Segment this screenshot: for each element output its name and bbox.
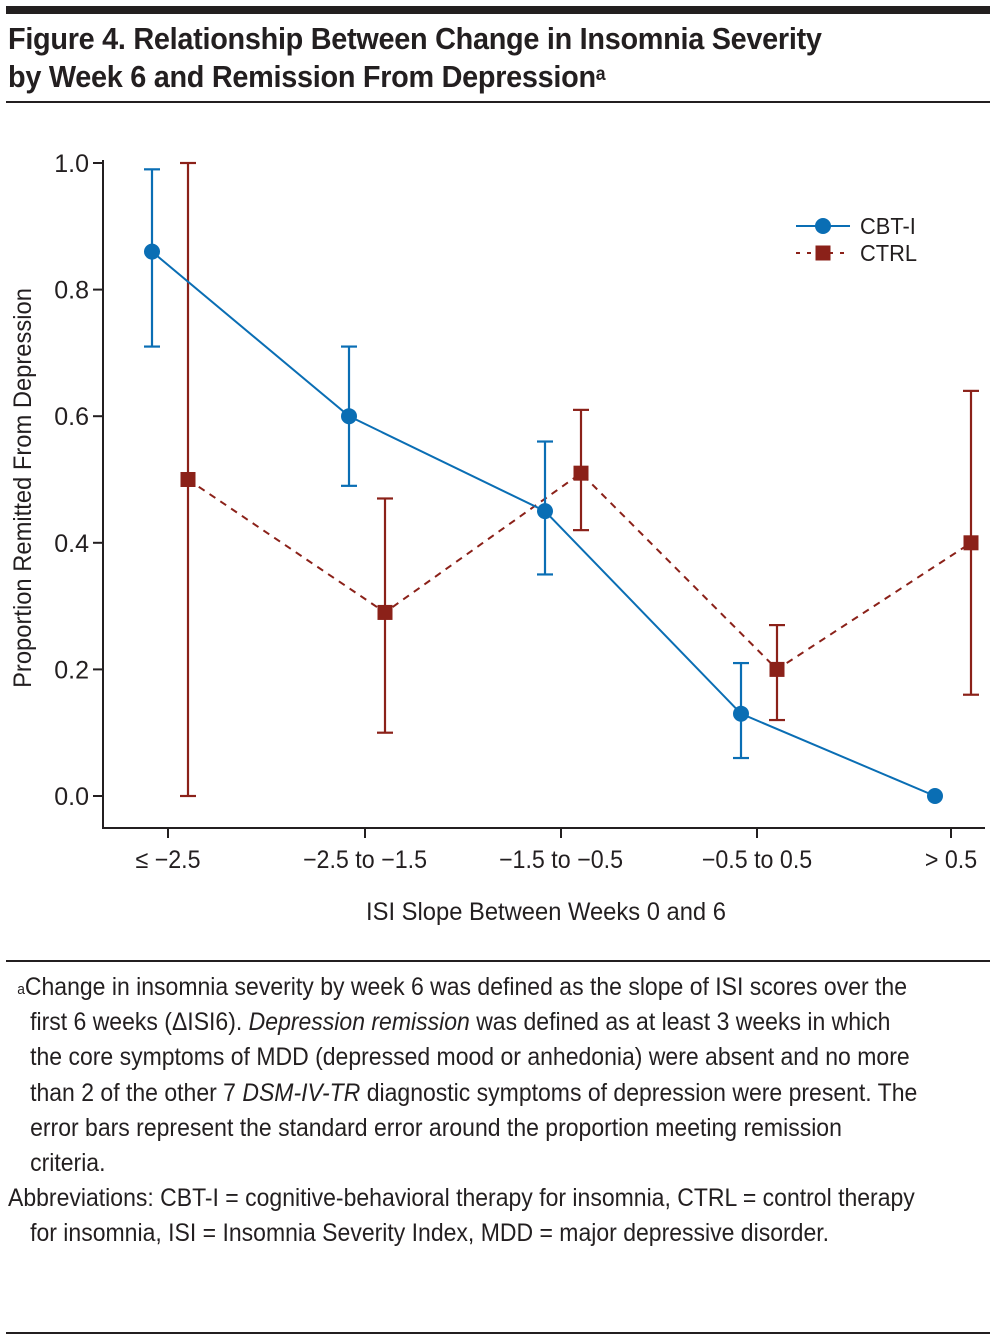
footnote-italic-1: Depression remission [248,1008,470,1037]
series-cbt-i [144,168,943,804]
legend-marker [815,218,831,234]
y-tick-label: 1.0 [54,150,89,178]
footnote-italic-2: DSM-IV-TR [242,1078,361,1107]
x-axis-label: ISI Slope Between Weeks 0 and 6 [366,898,726,926]
data-point [927,788,943,804]
figure-title-line2-text: by Week 6 and Remission From Depression [8,59,596,94]
y-tick-label: 0.4 [54,530,89,558]
data-point [377,604,393,620]
legend-label: CBT-I [860,213,916,239]
series-ctrl [180,161,979,798]
figure-title-line2: by Week 6 and Remission From Depressiona [8,58,919,96]
series-layer [144,161,979,804]
title-rule [6,101,990,103]
figure-title-line1: Figure 4. Relationship Between Change in… [8,21,822,56]
bottom-rule [6,1332,990,1334]
abbreviations: Abbreviations: CBT-I = cognitive-behavio… [8,1184,915,1248]
y-tick-label: 0.2 [54,656,89,684]
axes: 0.0 0.2 0.4 0.6 0.8 1.0 ≤ −2.5 −2.5 to −1.5 −1.5… [54,150,985,874]
y-tick-label: 0.8 [54,277,89,305]
data-point [537,503,553,520]
data-point [573,465,589,481]
data-point [144,243,160,260]
x-tick-label: ≤ −2.5 [135,846,200,874]
data-point [341,408,357,425]
notes-rule [6,960,990,962]
x-tick-label: −0.5 to 0.5 [702,846,812,874]
figure-title: Figure 4. Relationship Between Change in… [8,20,919,96]
footnote-marker: a [17,981,25,998]
series-line [187,471,972,671]
line-chart: 0.0 0.2 0.4 0.6 0.8 1.0 ≤ −2.5 −2.5 to −1.5 −1.5… [9,150,985,926]
y-axis-label: Proportion Remitted From Depression [9,288,37,688]
y-tick-label: 0.6 [54,403,89,431]
x-tick-label: −2.5 to −1.5 [303,846,427,874]
legend-item-ctrl: CTRL [796,240,917,266]
data-point [963,535,979,551]
y-tick-label: 0.0 [54,783,89,811]
data-point [180,472,196,487]
x-tick-label: > 0.5 [925,846,977,874]
footnote-text-1: Change in insomnia severity by week 6 wa… [24,973,908,1037]
legend-item-cbt-i: CBT-I [796,213,916,239]
legend-marker [815,245,831,261]
data-point [769,661,785,677]
title-footnote-marker: a [595,64,606,85]
footnote-text-2: was defined as at least 3 weeks in which… [30,1008,910,1107]
footnote: aChange in insomnia severity by week 6 w… [8,970,919,1181]
data-point [733,705,749,722]
x-tick-label: −1.5 to −0.5 [499,846,623,874]
figure-notes: aChange in insomnia severity by week 6 w… [8,970,919,1252]
top-rule [6,6,990,14]
series-line [151,250,936,797]
legend-label: CTRL [860,240,917,266]
footnote-text-3: diagnostic symptoms of depression were p… [30,1078,918,1178]
